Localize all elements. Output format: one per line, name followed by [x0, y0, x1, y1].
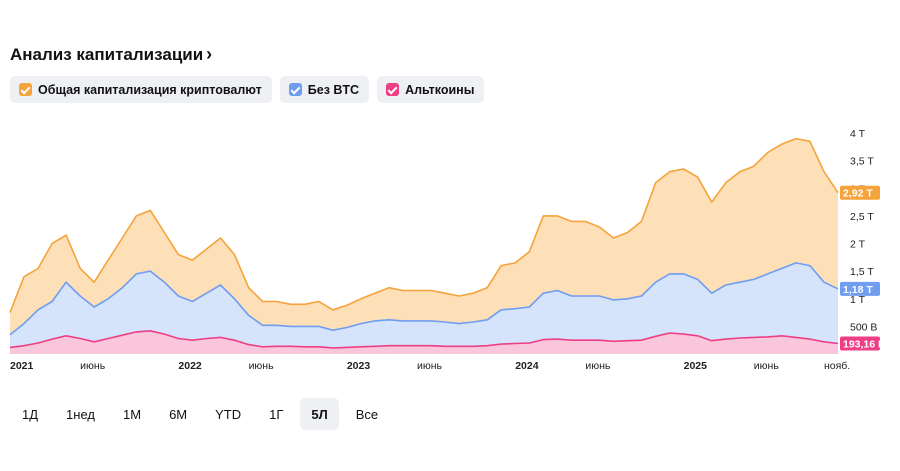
x-tick-label: нояб.	[824, 360, 850, 372]
x-tick-label: 2025	[684, 360, 708, 372]
last-value-label: 2,92 T	[843, 188, 873, 200]
legend: Общая капитализация криптовалют Без BTC …	[10, 76, 485, 103]
x-tick-label: июнь	[80, 360, 106, 372]
range-1d-button[interactable]: 1Д	[22, 406, 39, 422]
checkbox-icon	[386, 83, 400, 96]
legend-label: Общая капитализация криптовалют	[38, 82, 262, 97]
range-5y-button[interactable]: 5Л	[300, 398, 339, 430]
checkbox-icon	[288, 83, 302, 96]
page-title-text: Анализ капитализации	[10, 44, 204, 64]
x-tick-label: июнь	[585, 360, 611, 372]
x-tick-label: 2023	[347, 360, 371, 372]
series-line-2[interactable]	[9, 330, 839, 349]
range-all-button[interactable]: Все	[355, 406, 379, 422]
x-tick-label: июнь	[417, 360, 443, 372]
last-value-badge	[840, 185, 880, 200]
market-cap-chart[interactable]: 500 B1 T1,5 T2 T2,5 T3 T3,5 T4 T2,92 T1,…	[0, 118, 900, 383]
last-value-badge	[840, 281, 880, 296]
time-range-selector: 1Д 1нед 1М 6М YTD 1Г 5Л Все	[11, 398, 389, 430]
series-area-1	[10, 262, 838, 354]
legend-chip-ex-btc[interactable]: Без BTC	[279, 76, 370, 103]
y-tick-label: 3,5 T	[850, 156, 874, 168]
last-value-badge	[840, 336, 880, 351]
x-tick-label: 2021	[10, 360, 34, 372]
y-tick-label: 1,5 T	[850, 266, 874, 278]
x-tick-label: июнь	[754, 360, 780, 372]
page-title[interactable]: Анализ капитализации ›	[10, 44, 212, 65]
chevron-right-icon: ›	[206, 44, 213, 64]
series-line-1[interactable]	[9, 262, 839, 336]
y-tick-label: 1 T	[850, 294, 866, 306]
last-value-label: 193,16 B	[843, 339, 886, 351]
x-tick-label: 2022	[178, 360, 202, 372]
series-area-2	[10, 330, 838, 354]
legend-chip-total[interactable]: Общая капитализация криптовалют	[10, 76, 272, 103]
y-tick-label: 2 T	[850, 239, 866, 251]
y-tick-label: 500 B	[850, 321, 877, 333]
legend-label: Альткоины	[405, 82, 475, 97]
range-6m-button[interactable]: 6М	[169, 406, 188, 422]
y-tick-label: 2,5 T	[850, 211, 874, 223]
range-1w-button[interactable]: 1нед	[66, 406, 95, 422]
x-tick-label: июнь	[249, 360, 275, 372]
range-ytd-button[interactable]: YTD	[215, 406, 242, 422]
legend-chip-altcoins[interactable]: Альткоины	[377, 76, 485, 103]
y-tick-label: 4 T	[850, 128, 866, 140]
x-tick-label: 2024	[515, 360, 539, 372]
last-value-label: 1,18 T	[843, 284, 873, 296]
checkbox-icon	[19, 83, 32, 96]
series-line-0[interactable]	[9, 137, 839, 313]
range-1y-button[interactable]: 1Г	[269, 406, 284, 422]
legend-label: Без BTC	[307, 82, 360, 97]
range-1m-button[interactable]: 1М	[123, 406, 142, 422]
